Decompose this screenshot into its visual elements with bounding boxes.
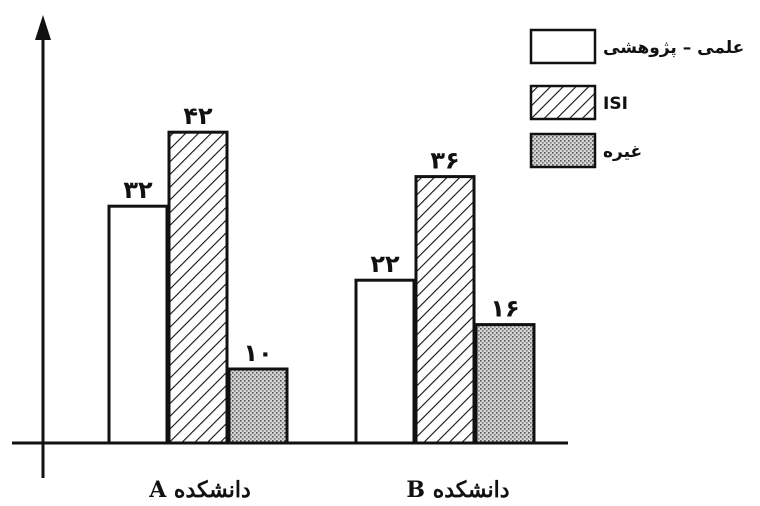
value-labels-group: ۳۲ ۴۲ ۱۰ ۲۲ ۳۶ ۱۶ (123, 102, 519, 367)
bars-group (107, 130, 536, 445)
legend-label: غیره (603, 142, 642, 162)
bar-plain-1 (107, 204, 169, 445)
y-axis-arrow-icon (35, 15, 51, 40)
value-label: ۱۶ (490, 295, 519, 323)
value-label: ۳۶ (430, 147, 459, 175)
bar-hatched-2 (414, 175, 476, 445)
legend-label: ISI (603, 94, 628, 114)
value-label: ۴۲ (183, 102, 213, 130)
value-label: ۲۲ (370, 250, 400, 278)
bar-plain-2 (354, 278, 416, 445)
legend-swatch-plain (529, 28, 597, 65)
value-label: ۳۲ (123, 176, 153, 204)
category-label: دانشکده B (406, 477, 509, 503)
category-label: دانشکده A (148, 477, 251, 503)
legend-swatch-hatched (529, 84, 597, 121)
category-labels-group: دانشکده A دانشکده B (148, 477, 509, 503)
bar-dotted-2 (474, 323, 536, 445)
bar-hatched-1 (167, 130, 229, 445)
legend: علمی – پژوهشی ISI غیره (529, 28, 744, 169)
bar-dotted-1 (227, 367, 289, 445)
legend-label: علمی – پژوهشی (603, 38, 744, 58)
value-label: ۱۰ (243, 339, 272, 367)
legend-swatch-dotted (529, 132, 597, 169)
